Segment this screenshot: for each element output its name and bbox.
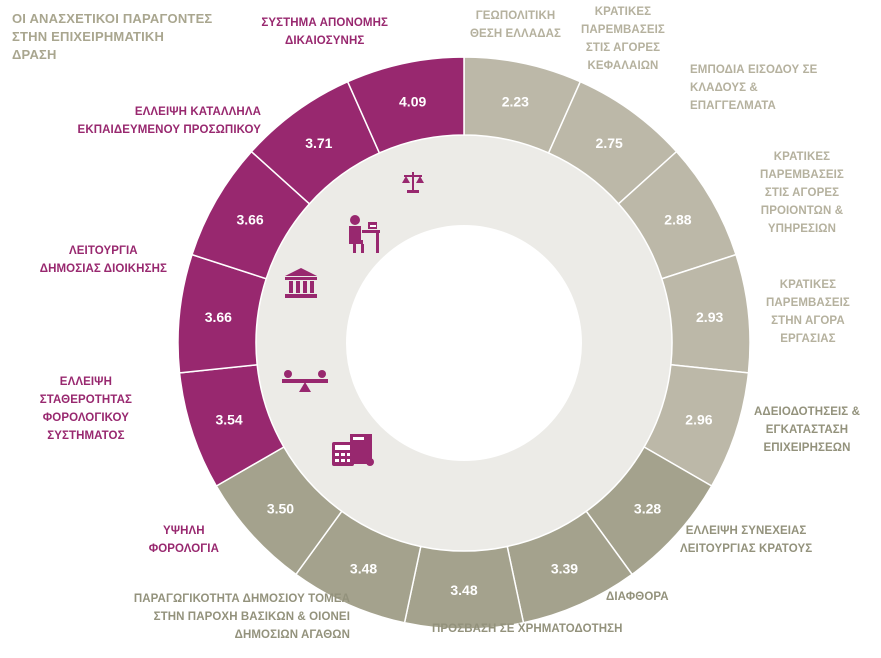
- value-label: 3.48: [350, 561, 377, 577]
- segment-label: ΚΡΑΤΙΚΕΣ ΠΑΡΕΜΒΑΣΕΙΣ ΣΤΗΝ ΑΓΟΡΑ ΕΡΓΑΣΙΑΣ: [766, 279, 850, 345]
- segment-label: ΕΛΛΕΙΨΗ ΣΥΝΕΧΕΙΑΣ ΛΕΙΤΟΥΡΓΙΑΣ ΚΡΑΤΟΥΣ: [680, 525, 813, 555]
- scales-icon: [400, 170, 426, 201]
- value-label: 3.66: [236, 212, 263, 228]
- value-label: 2.96: [685, 411, 712, 427]
- segment-label: ΣΥΣΤΗΜΑ ΑΠΟΝΟΜΗΣ ΔΙΚΑΙΟΣΥΝΗΣ: [261, 17, 388, 47]
- segment-label: ΕΛΛΕΙΨΗ ΚΑΤΑΛΛΗΛΑ ΕΚΠΑΙΔΕΥΜΕΝΟΥ ΠΡΟΣΩΠΙΚ…: [77, 106, 261, 136]
- value-label: 2.93: [696, 309, 723, 325]
- value-label: 3.50: [267, 500, 294, 516]
- segment-label: ΥΨΗΛΗ ΦΟΡΟΛΟΓΙΑ: [148, 525, 219, 555]
- value-label: 3.28: [634, 500, 661, 516]
- segment-label: ΠΡΟΣΒΑΣΗ ΣΕ ΧΡΗΜΑΤΟΔΟΤΗΣΗ: [432, 623, 623, 635]
- value-label: 3.39: [551, 561, 578, 577]
- segment-label: ΚΡΑΤΙΚΕΣ ΠΑΡΕΜΒΑΣΕΙΣ ΣΤΙΣ ΑΓΟΡΕΣ ΠΡΟΙΟΝΤ…: [760, 151, 844, 235]
- segment-label: ΕΛΛΕΙΨΗ ΣΤΑΘΕΡΟΤΗΤΑΣ ΦΟΡΟΛΟΓΙΚΟΥ ΣΥΣΤΗΜΑ…: [39, 376, 132, 442]
- segment-label: ΔΙΑΦΘΟΡΑ: [606, 591, 669, 603]
- segment-label: ΓΕΩΠΟΛΙΤΙΚΗ ΘΕΣΗ ΕΛΛΑΔΑΣ: [470, 10, 562, 40]
- value-label: 3.66: [205, 309, 232, 325]
- segment-label: ΚΡΑΤΙΚΕΣ ΠΑΡΕΜΒΑΣΕΙΣ ΣΤΙΣ ΑΓΟΡΕΣ ΚΕΦΑΛΑΙ…: [581, 6, 665, 72]
- value-label: 2.75: [596, 135, 623, 151]
- value-label: 2.23: [502, 93, 529, 109]
- segment-label: ΛΕΙΤΟΥΡΓΙΑ ΔΗΜΟΣΙΑΣ ΔΙΟΙΚΗΣΗΣ: [39, 245, 167, 275]
- value-label: 3.54: [215, 411, 242, 427]
- balance-seesaw-icon: [280, 368, 330, 397]
- value-label: 3.48: [450, 582, 477, 598]
- segment-label: ΕΜΠΟΔΙΑ ΕΙΣΟΔΟΥ ΣΕ ΚΛΑΔΟΥΣ & ΕΠΑΓΓΕΛΜΑΤΑ: [690, 64, 818, 112]
- value-label: 4.09: [399, 93, 426, 109]
- inner-ring: [256, 135, 672, 551]
- tax-calculator-icon: [330, 432, 376, 473]
- value-label: 2.88: [664, 212, 691, 228]
- segment-label: ΑΔΕΙΟΔΟΤΗΣΕΙΣ & ΕΓΚΑΤΑΣΤΑΣΗ ΕΠΙΧΕΙΡΗΣΕΩΝ: [754, 406, 860, 454]
- employee-desk-icon: [344, 213, 386, 260]
- chart-title: ΟΙ ΑΝΑΣΧΕΤΙΚΟΙ ΠΑΡΑΓΟΝΤΕΣ ΣΤΗΝ ΕΠΙΧΕΙΡΗΜ…: [12, 11, 213, 62]
- segment-label: ΠΑΡΑΓΩΓΙΚΟΤΗΤΑ ΔΗΜΟΣΙΟΥ ΤΟΜΕΑ ΣΤΗΝ ΠΑΡΟΧ…: [133, 593, 350, 641]
- value-label: 3.71: [305, 135, 332, 151]
- government-building-icon: [283, 266, 319, 305]
- donut-segment: [346, 56, 465, 154]
